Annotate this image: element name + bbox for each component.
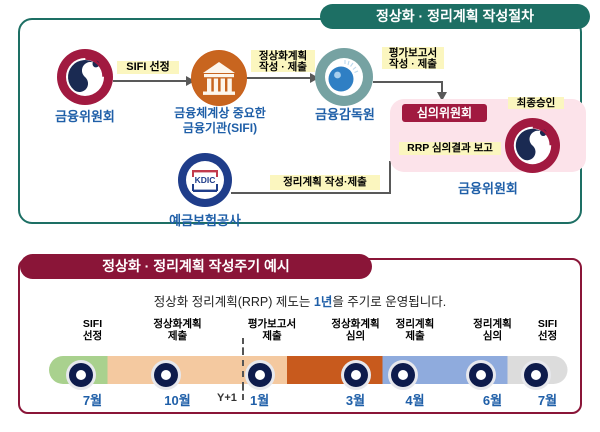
svg-text:KDIC: KDIC [195, 175, 216, 185]
